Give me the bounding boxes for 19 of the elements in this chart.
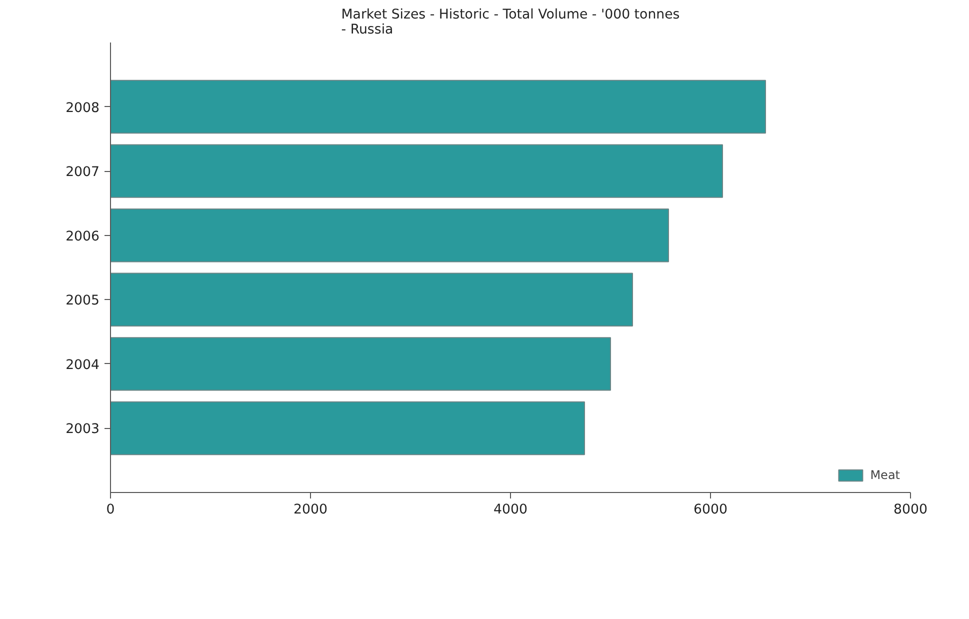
y-tick-label: 2005 — [66, 294, 100, 309]
bar — [110, 401, 585, 456]
y-tick-label: 2003 — [66, 422, 100, 438]
x-tick-label: 0 — [106, 502, 115, 518]
y-tick-label: 2008 — [66, 100, 100, 116]
x-tick-label: 2000 — [294, 502, 328, 518]
bar — [110, 208, 669, 262]
y-tick-label: 2006 — [66, 229, 100, 244]
x-tick-label: 6000 — [694, 502, 728, 518]
chart-title: Market Sizes - Historic - Total Volume - '000 tonnes - Russia — [341, 8, 680, 38]
bar — [110, 80, 766, 134]
y-tick-label: 2004 — [66, 358, 100, 373]
x-tick-label: 4000 — [494, 502, 528, 518]
x-tick-label: 8000 — [894, 502, 928, 518]
bar — [110, 144, 723, 198]
y-tick-label: 2007 — [66, 165, 100, 180]
bar — [110, 272, 633, 326]
legend-label: Meat — [870, 468, 900, 482]
bar — [110, 337, 611, 391]
